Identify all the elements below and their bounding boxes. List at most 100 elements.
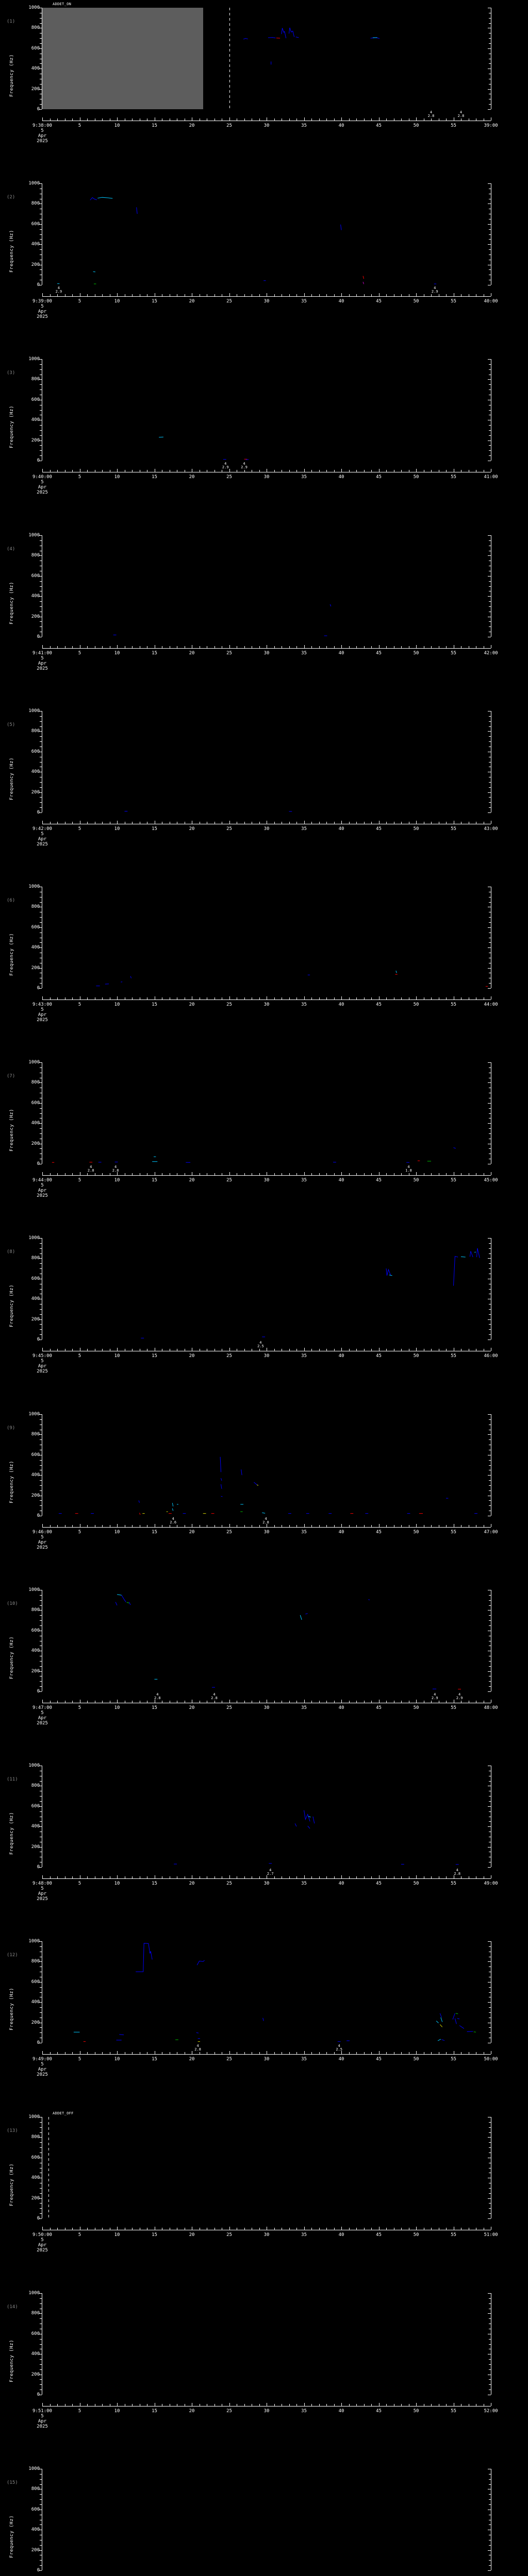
y-tick-minor bbox=[40, 2560, 42, 2561]
y-tick-minor bbox=[489, 1480, 491, 1481]
x-tick-minor bbox=[326, 646, 327, 648]
x-tick-minor bbox=[371, 1701, 372, 1703]
y-tick-minor bbox=[40, 902, 42, 903]
y-tick-minor bbox=[40, 2344, 42, 2345]
x-tick-label: 5 bbox=[78, 1881, 81, 1886]
x-tick-minor bbox=[356, 294, 357, 296]
x-tick-minor bbox=[102, 118, 103, 121]
y-tick-minor bbox=[489, 1243, 491, 1244]
x-tick-minor bbox=[326, 1701, 327, 1703]
y-tick-minor bbox=[40, 741, 42, 742]
x-tick-minor bbox=[386, 2404, 387, 2406]
panel-number: (15) bbox=[7, 2480, 18, 2485]
x-tick-label: 5 bbox=[78, 2057, 81, 2062]
y-tick-minor bbox=[40, 435, 42, 436]
x-tick-minor bbox=[87, 118, 88, 121]
detection-track bbox=[281, 28, 287, 39]
x-tick-minor bbox=[57, 1525, 58, 1527]
y-tick-minor bbox=[40, 1620, 42, 1621]
x-tick-minor bbox=[326, 2404, 327, 2406]
y-tick-label: 600 bbox=[31, 1979, 40, 1985]
x-tick-minor bbox=[446, 1349, 447, 1351]
y-tick-label: 400 bbox=[31, 594, 40, 599]
x-tick-minor bbox=[371, 2052, 372, 2054]
y-tick-minor bbox=[40, 1148, 42, 1149]
detection-track bbox=[386, 1268, 391, 1276]
x-tick-label: 55 bbox=[451, 474, 456, 480]
y-tick-minor bbox=[40, 606, 42, 607]
y-tick-minor bbox=[489, 2545, 491, 2546]
y-tick-minor bbox=[489, 239, 491, 240]
x-tick-label: 15 bbox=[152, 2409, 157, 2414]
x-tick-minor bbox=[289, 2052, 290, 2054]
x-tick-major bbox=[117, 2403, 118, 2406]
y-tick-minor bbox=[40, 1460, 42, 1461]
y-tick-label: 800 bbox=[31, 2134, 40, 2140]
y-tick-minor bbox=[40, 384, 42, 385]
x-tick-minor bbox=[102, 2052, 103, 2054]
x-tick-minor bbox=[244, 2052, 245, 2054]
y-tick-major bbox=[39, 1414, 42, 1415]
y-tick-minor bbox=[40, 2193, 42, 2194]
y-tick-label: 1000 bbox=[28, 357, 40, 362]
y-tick-minor bbox=[40, 2479, 42, 2480]
x-tick-minor bbox=[446, 1701, 447, 1703]
x-tick-major bbox=[416, 2227, 417, 2230]
y-tick-minor bbox=[40, 2369, 42, 2370]
plot-area bbox=[42, 8, 491, 109]
x-tick-minor bbox=[289, 1701, 290, 1703]
x-tick-label: 30 bbox=[263, 299, 270, 304]
x-tick-label: 30 bbox=[263, 1881, 270, 1886]
x-tick-minor bbox=[364, 1876, 365, 1878]
x-tick-minor bbox=[259, 822, 260, 824]
x-tick-minor bbox=[311, 2404, 312, 2406]
y-tick-minor bbox=[40, 1992, 42, 1993]
y-tick-major bbox=[39, 2550, 42, 2551]
detection-tracks bbox=[243, 27, 380, 65]
x-tick-label: 15 bbox=[152, 299, 157, 304]
y-tick-major bbox=[39, 109, 42, 110]
x-tick-label: 20 bbox=[189, 299, 195, 304]
y-tick-major bbox=[488, 1082, 491, 1083]
x-tick-minor bbox=[319, 1349, 320, 1351]
x-tick-minor bbox=[102, 1701, 103, 1703]
detection-tracks bbox=[52, 1147, 456, 1163]
x-tick-label: 20 bbox=[189, 2057, 195, 2062]
x-tick-minor bbox=[296, 118, 297, 121]
x-tick-minor bbox=[296, 2228, 297, 2230]
x-tick-minor bbox=[57, 294, 58, 296]
x-tick-minor bbox=[296, 1876, 297, 1878]
x-tick-minor bbox=[446, 646, 447, 648]
y-tick-major bbox=[488, 1319, 491, 1320]
y-tick-major bbox=[39, 1238, 42, 1239]
x-tick-minor bbox=[349, 1349, 350, 1351]
x-tick-minor bbox=[296, 1701, 297, 1703]
x-tick-minor bbox=[371, 1173, 372, 1175]
x-tick-minor bbox=[50, 2404, 51, 2406]
x-tick-minor bbox=[102, 2228, 103, 2230]
y-tick-label: 800 bbox=[31, 904, 40, 910]
x-tick-minor bbox=[311, 997, 312, 999]
date-label: 5 Apr 2025 bbox=[37, 2414, 48, 2429]
x-tick-minor bbox=[289, 1876, 290, 1878]
x-tick-minor bbox=[102, 822, 103, 824]
y-tick-minor bbox=[40, 2132, 42, 2133]
x-tick-major bbox=[416, 2403, 417, 2406]
x-tick-label: 35 bbox=[301, 1178, 307, 1183]
event-label-count: 4 bbox=[458, 1692, 461, 1697]
y-axis-title: Frequency (Hz) bbox=[9, 933, 14, 976]
y-tick-minor bbox=[40, 445, 42, 446]
detection-tracks bbox=[159, 436, 249, 460]
x-tick-label: 15 bbox=[152, 474, 157, 480]
y-tick-major bbox=[39, 596, 42, 597]
x-tick-major bbox=[378, 645, 380, 648]
detection-track bbox=[294, 1823, 297, 1827]
x-tick-minor bbox=[244, 1525, 245, 1527]
x-tick-major bbox=[117, 1875, 118, 1878]
x-tick-minor bbox=[319, 1525, 320, 1527]
y-tick-label: 400 bbox=[31, 417, 40, 423]
x-tick-label: 35 bbox=[301, 1705, 307, 1710]
x-tick-label: 30 bbox=[263, 1530, 270, 1535]
y-tick-label: 600 bbox=[31, 221, 40, 227]
x-tick-minor bbox=[87, 1173, 88, 1175]
